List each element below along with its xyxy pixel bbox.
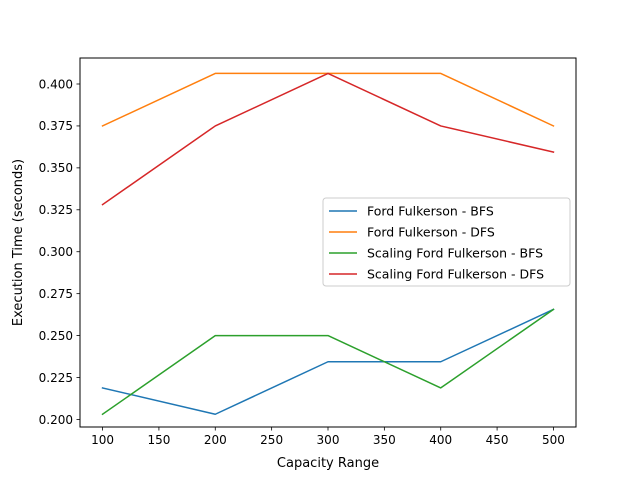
y-tick-label: 0.325 — [39, 203, 73, 217]
series-line-4 — [101, 72, 555, 206]
y-tick-label: 0.275 — [39, 287, 73, 301]
legend-label-2: Ford Fulkerson - DFS — [367, 225, 495, 240]
series-layer — [101, 72, 555, 416]
y-tick-label: 0.375 — [39, 119, 73, 133]
y-axis-ticks: 0.200 0.225 0.250 0.275 0.300 0.325 0.350 0.375… — [39, 77, 80, 427]
y-tick-label: 0.225 — [39, 371, 73, 385]
series-line-1 — [101, 308, 555, 415]
legend-label-3: Scaling Ford Fulkerson - BFS — [367, 246, 543, 261]
series-line-3 — [101, 308, 555, 416]
legend-label-4: Scaling Ford Fulkerson - DFS — [367, 267, 544, 282]
y-axis-label: Execution Time (seconds) — [11, 159, 26, 326]
x-tick-label: 400 — [429, 433, 452, 447]
y-tick-label: 0.300 — [39, 245, 73, 259]
x-tick-label: 150 — [147, 433, 170, 447]
x-tick-label: 500 — [542, 433, 565, 447]
x-tick-label: 250 — [260, 433, 283, 447]
x-tick-label: 450 — [486, 433, 509, 447]
y-tick-label: 0.350 — [39, 161, 73, 175]
x-axis-ticks: 100 150 200 250 300 350 400 450 500 — [91, 427, 565, 447]
legend: Ford Fulkerson - BFS Ford Fulkerson - DFS… — [322, 197, 571, 287]
legend-box — [322, 197, 571, 287]
x-axis-label: Capacity Range — [277, 456, 379, 471]
x-tick-label: 100 — [91, 433, 114, 447]
legend-label-1: Ford Fulkerson - BFS — [367, 204, 494, 219]
y-tick-label: 0.200 — [39, 413, 73, 427]
x-tick-label: 300 — [317, 433, 340, 447]
x-tick-label: 200 — [204, 433, 227, 447]
x-tick-label: 350 — [373, 433, 396, 447]
y-tick-label: 0.400 — [39, 77, 73, 91]
y-tick-label: 0.250 — [39, 329, 73, 343]
